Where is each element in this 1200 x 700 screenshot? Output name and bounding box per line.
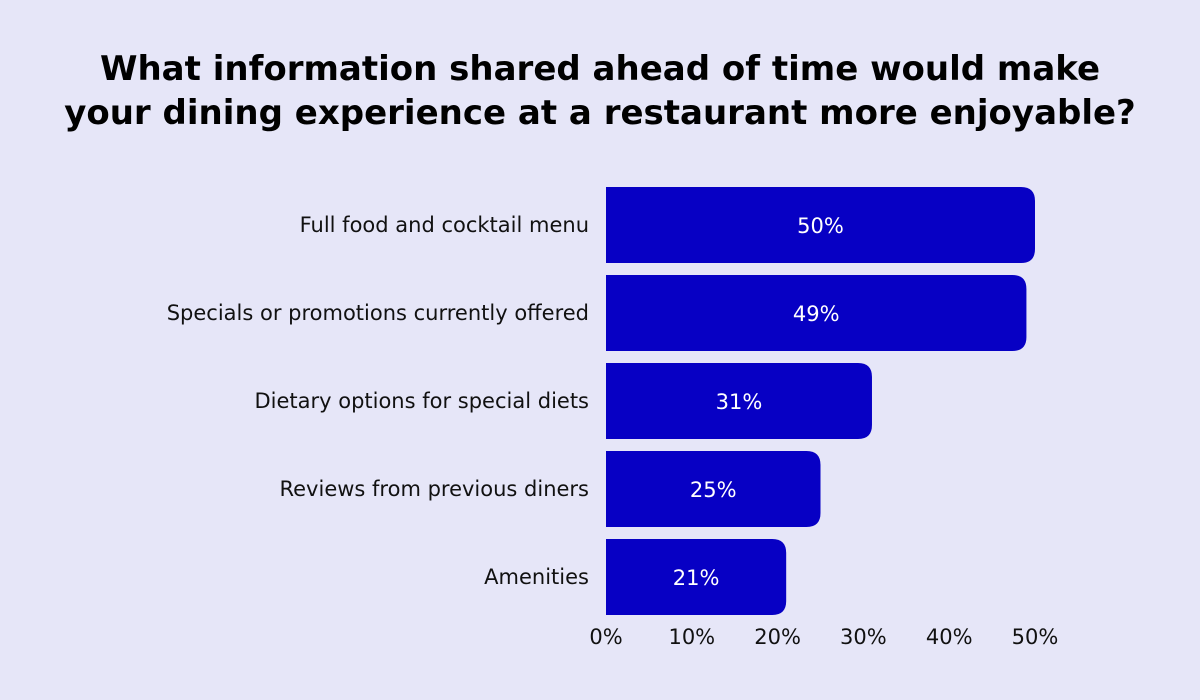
bar (606, 275, 1027, 351)
x-tick-label: 0% (589, 625, 622, 649)
category-label: Dietary options for special diets (254, 389, 589, 413)
bar (606, 187, 1035, 263)
x-tick-label: 50% (1012, 625, 1059, 649)
chart-title-line-2: your dining experience at a restaurant m… (64, 93, 1136, 133)
category-label: Reviews from previous diners (279, 477, 589, 501)
bar (606, 363, 872, 439)
value-label: 31% (716, 390, 763, 414)
x-tick-label: 20% (754, 625, 801, 649)
value-label: 50% (797, 214, 844, 238)
x-tick-label: 30% (840, 625, 887, 649)
category-label: Amenities (484, 565, 589, 589)
category-label: Full food and cocktail menu (300, 213, 589, 237)
chart-title-line-1: What information shared ahead of time wo… (100, 49, 1100, 89)
value-label: 49% (793, 302, 840, 326)
category-label: Specials or promotions currently offered (167, 301, 589, 325)
value-label: 21% (673, 566, 720, 590)
bar (606, 451, 821, 527)
bar (606, 539, 787, 615)
x-tick-label: 40% (926, 625, 973, 649)
x-tick-label: 10% (668, 625, 715, 649)
value-label: 25% (690, 478, 737, 502)
